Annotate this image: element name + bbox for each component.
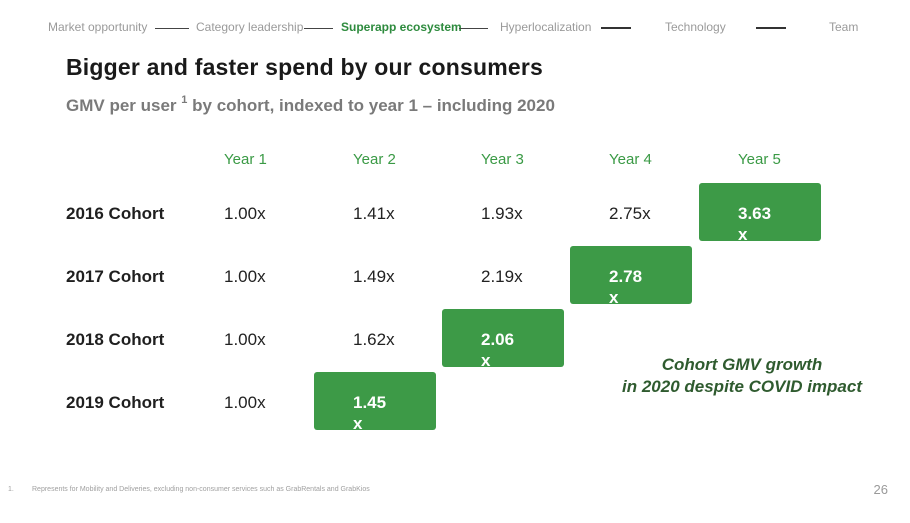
table-cell: 1.49x [353,267,395,286]
highlight-value-2016: 3.63x [738,204,772,244]
table-cell: 1.41x [353,204,395,223]
nav-tab-market-opportunity[interactable]: Market opportunity [48,20,148,34]
nav-divider [601,27,631,29]
row-label-2017: 2017 Cohort [66,267,165,286]
nav-tab-category-leadership[interactable]: Category leadership [196,20,304,34]
nav-tab-team[interactable]: Team [829,20,859,34]
highlight-value-2019: 1.45x [353,393,387,433]
nav-divider [304,28,333,29]
table-cell: 1.93x [481,204,523,223]
header-year-4: Year 4 [609,151,652,168]
callout-note: Cohort GMV growth in 2020 despite COVID … [612,354,872,398]
callout-line-2: in 2020 despite COVID impact [622,377,862,396]
row-label-2016: 2016 Cohort [66,204,165,223]
highlight-box-2019: 1.45x [314,372,436,433]
highlight-box-2016: 3.63x [699,183,821,244]
footnote: 1. Represents for Mobility and Deliveries… [8,486,370,493]
table-cell: 1.00x [224,330,266,349]
page-number: 26 [873,482,888,497]
footnote-number: 1. [8,486,14,493]
subtitle-footnote-ref: 1 [181,94,188,106]
nav-tab-hyperlocalization[interactable]: Hyperlocalization [500,20,592,34]
highlight-box-2017: 2.78x [570,246,692,307]
row-label-2019: 2019 Cohort [66,393,165,412]
page-title: Bigger and faster spend by our consumers [66,54,544,80]
header-year-2: Year 2 [353,151,396,168]
page-subtitle: GMV per user 1 by cohort, indexed to yea… [66,94,555,116]
table-cell: 2.19x [481,267,523,286]
nav-tab-superapp-ecosystem[interactable]: Superapp ecosystem [341,20,462,34]
nav-divider [756,27,786,29]
table-cell: 1.62x [353,330,395,349]
table-cell: 2.75x [609,204,651,223]
nav-tab-technology[interactable]: Technology [665,20,726,34]
highlight-box-2018: 2.06x [442,309,564,370]
callout-line-1: Cohort GMV growth [661,355,823,374]
nav-divider [459,28,488,29]
row-label-2018: 2018 Cohort [66,330,165,349]
table-cell: 1.00x [224,393,266,412]
header-year-5: Year 5 [738,151,781,168]
footnote-text: Represents for Mobility and Deliveries, … [32,486,370,493]
subtitle-text-b: by cohort, indexed to year 1 – including… [192,96,555,115]
highlight-value-2017: 2.78x [609,267,643,307]
highlight-value-2018: 2.06x [481,330,515,370]
section-nav: Market opportunity Category leadership S… [0,20,910,36]
subtitle-text-a: GMV per user [66,96,177,115]
header-year-1: Year 1 [224,151,267,168]
table-cell: 1.00x [224,204,266,223]
table-cell: 1.00x [224,267,266,286]
nav-divider [155,28,189,29]
header-year-3: Year 3 [481,151,524,168]
